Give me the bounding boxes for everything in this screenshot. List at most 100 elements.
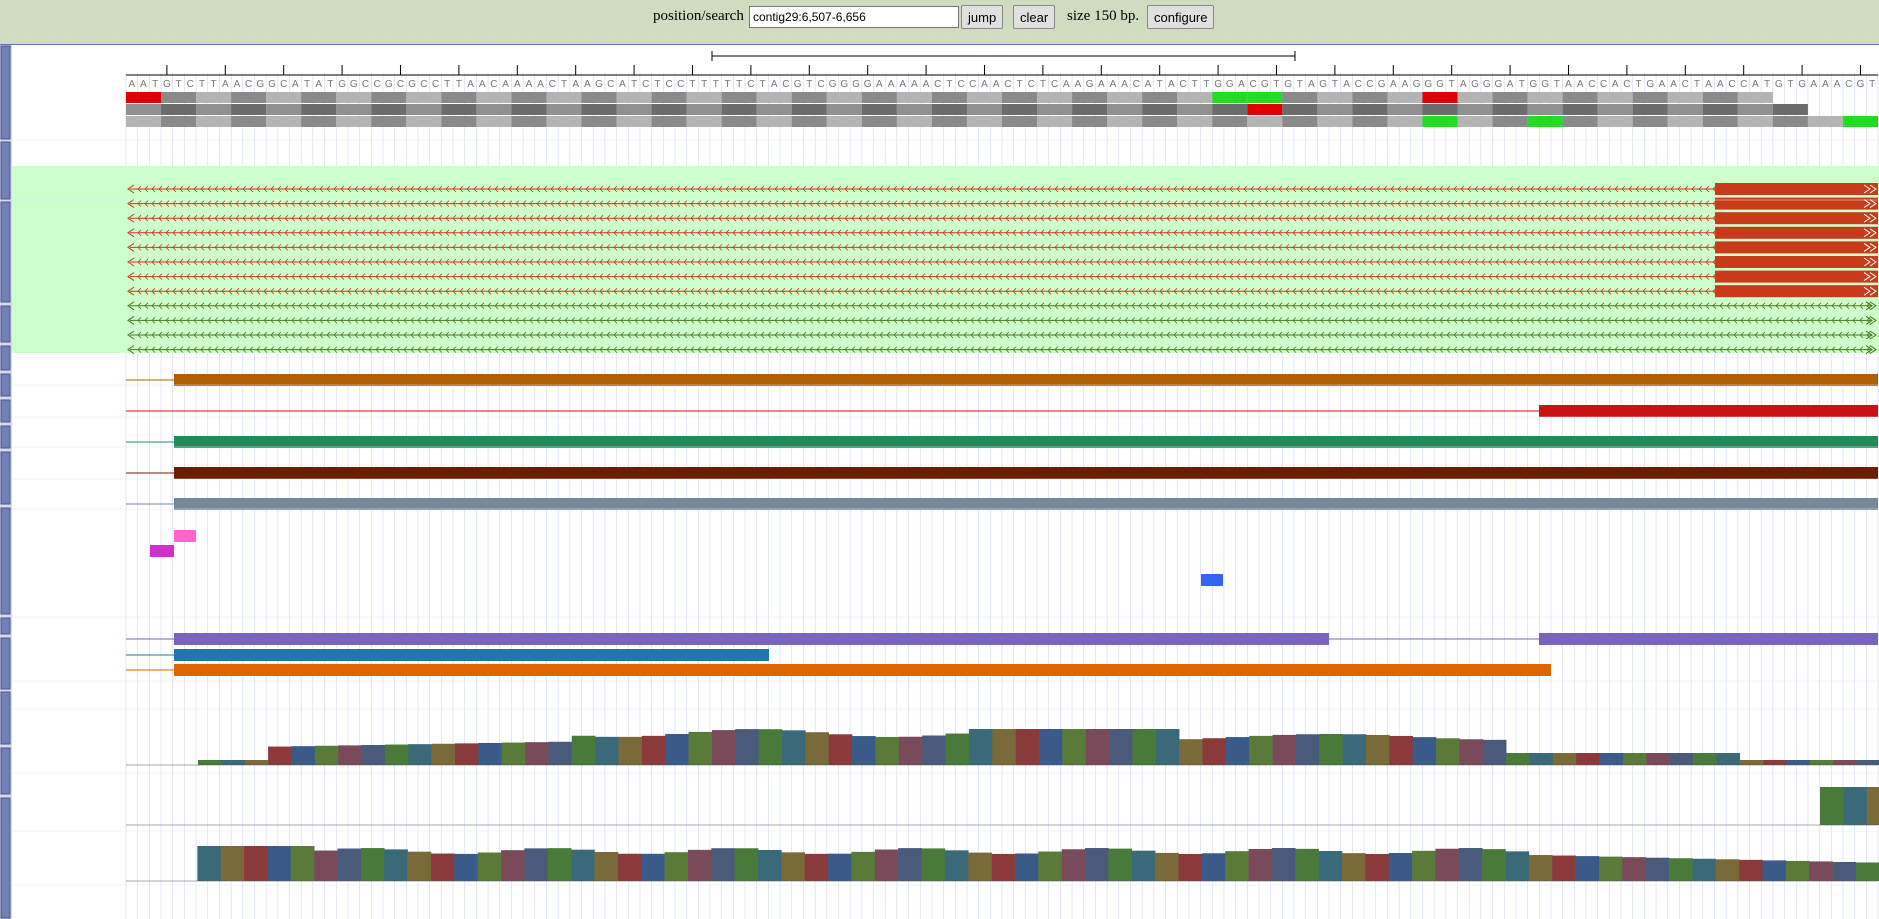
strand-arrow	[417, 258, 422, 266]
strand-arrow	[1782, 346, 1787, 353]
strand-arrow	[1075, 317, 1080, 324]
strand-arrow	[270, 258, 275, 266]
strand-arrow	[480, 185, 485, 193]
track-toggle-button[interactable]	[0, 617, 11, 635]
strand-arrow	[1530, 346, 1535, 353]
track-toggle-button[interactable]	[0, 451, 11, 505]
strand-arrow	[298, 229, 303, 237]
track-toggle-button[interactable]	[0, 399, 11, 423]
strand-arrow	[837, 185, 842, 193]
strand-arrow	[1103, 214, 1108, 222]
strand-arrow	[305, 331, 310, 339]
strand-arrow	[459, 200, 464, 207]
strand-arrow	[144, 302, 149, 310]
strand-arrow	[1523, 229, 1528, 237]
strand-arrow	[151, 346, 156, 353]
track-toggle-button[interactable]	[0, 507, 11, 615]
sequence-base: G	[1214, 79, 1222, 90]
strand-arrow	[228, 244, 233, 251]
strand-arrow	[424, 346, 429, 353]
strand-arrow	[949, 258, 954, 266]
strand-arrow	[1803, 331, 1808, 339]
strand-arrow	[1173, 229, 1178, 237]
strand-arrow	[872, 258, 877, 266]
position-search-label: position/search	[653, 8, 744, 24]
strand-arrow	[1061, 229, 1066, 237]
sequence-base: A	[911, 79, 918, 90]
strand-arrow	[1180, 258, 1185, 266]
strand-arrow	[1145, 317, 1150, 324]
strand-arrow	[1285, 273, 1290, 280]
strand-arrow	[1572, 317, 1577, 324]
strand-arrow	[676, 244, 681, 251]
strand-arrow	[200, 214, 205, 222]
strand-arrow	[984, 244, 989, 251]
strand-arrow	[1369, 229, 1374, 237]
strand-arrow	[186, 229, 191, 237]
strand-arrow	[347, 273, 352, 280]
strand-arrow	[746, 331, 751, 339]
sequence-base: A	[899, 79, 906, 90]
track-toggle-button[interactable]	[0, 141, 11, 200]
amino-acid-cell	[1142, 116, 1178, 127]
track-toggle-button[interactable]	[0, 373, 11, 397]
strand-arrow	[1222, 302, 1227, 310]
strand-arrow	[613, 317, 618, 324]
strand-arrow	[1201, 214, 1206, 222]
strand-arrow	[1327, 244, 1332, 251]
coverage-bar	[197, 846, 222, 881]
strand-arrow	[1180, 244, 1185, 251]
strand-arrow	[1488, 185, 1493, 193]
track-toggle-button[interactable]	[0, 201, 11, 303]
strand-arrow	[1313, 317, 1318, 324]
strand-arrow	[1747, 317, 1752, 324]
strand-arrow	[473, 287, 478, 295]
strand-arrow	[361, 244, 366, 251]
strand-arrow	[1166, 200, 1171, 207]
strand-arrow	[466, 258, 471, 266]
track-toggle-button[interactable]	[0, 345, 11, 371]
track-toggle-button[interactable]	[0, 425, 11, 449]
strand-arrow	[872, 287, 877, 295]
strand-arrow	[1572, 287, 1577, 295]
strand-arrow	[1341, 244, 1346, 251]
strand-arrow	[1446, 287, 1451, 295]
amino-acid-cell	[126, 116, 162, 127]
track-toggle-button[interactable]	[0, 637, 11, 690]
strand-arrow	[648, 287, 653, 295]
strand-arrow	[270, 200, 275, 207]
track-toggle-button[interactable]	[0, 45, 11, 140]
strand-arrow	[760, 185, 765, 193]
configure-button[interactable]: configure	[1147, 5, 1215, 29]
strand-arrow	[1061, 258, 1066, 266]
coverage-bar	[1505, 851, 1530, 881]
strand-arrow	[1705, 273, 1710, 280]
track-toggle-button[interactable]	[0, 691, 11, 745]
strand-arrow	[767, 200, 772, 207]
strand-arrow	[193, 346, 198, 353]
strand-arrow	[613, 346, 618, 353]
strand-arrow	[389, 229, 394, 237]
strand-arrow	[893, 244, 898, 251]
strand-arrow	[1404, 185, 1409, 193]
strand-arrow	[1845, 317, 1850, 324]
position-search-input[interactable]	[749, 6, 959, 28]
strand-arrow	[1012, 346, 1017, 353]
track-toggle-button[interactable]	[0, 797, 11, 919]
strand-arrow	[676, 287, 681, 295]
strand-arrow	[1012, 200, 1017, 207]
track-toggle-button[interactable]	[0, 305, 11, 343]
amino-acid-cell	[1177, 92, 1213, 103]
strand-arrow	[1593, 287, 1598, 295]
jump-button[interactable]: jump	[961, 5, 1004, 29]
strand-arrow	[935, 346, 940, 353]
strand-arrow	[1852, 346, 1857, 353]
track-toggle-button[interactable]	[0, 747, 11, 795]
strand-arrow	[585, 287, 590, 295]
strand-arrow	[1103, 302, 1108, 310]
clear-button[interactable]: clear	[1013, 5, 1056, 29]
amino-acid-cell	[441, 104, 477, 115]
strand-arrow	[571, 302, 576, 310]
